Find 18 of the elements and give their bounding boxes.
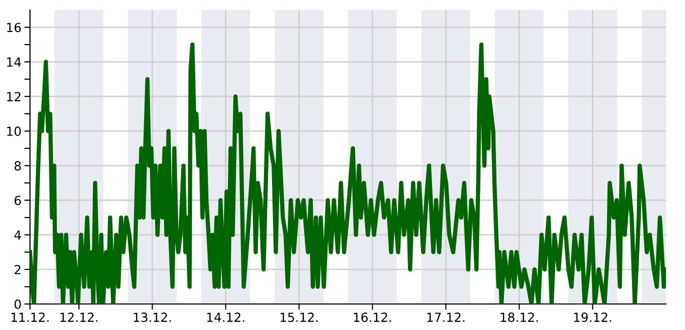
y-tick-label: 4 <box>14 230 21 240</box>
y-tick-label: 2 <box>14 264 20 274</box>
x-tick-label: 16.12. <box>354 312 391 322</box>
y-tick-label: 0 <box>14 299 21 309</box>
y-tick-label: 6 <box>14 196 21 206</box>
x-tick-label: 19.12. <box>574 312 612 322</box>
y-tick-label: 12 <box>7 92 20 102</box>
x-tick-label: 14.12. <box>207 312 244 322</box>
x-tick-label: 15.12. <box>280 312 318 322</box>
x-tick-label: 13.12. <box>134 312 171 322</box>
y-tick-label: 16 <box>7 22 21 32</box>
y-tick-label: 10 <box>7 126 21 136</box>
x-tick-label: 11.12. <box>11 312 49 322</box>
y-tick-label: 14 <box>7 58 21 67</box>
x-tick-label: 18.12. <box>500 312 538 322</box>
x-tick-label: 12.12. <box>60 312 98 322</box>
x-tick-label: 17.12. <box>427 312 464 322</box>
y-tick-label: 8 <box>14 161 21 171</box>
